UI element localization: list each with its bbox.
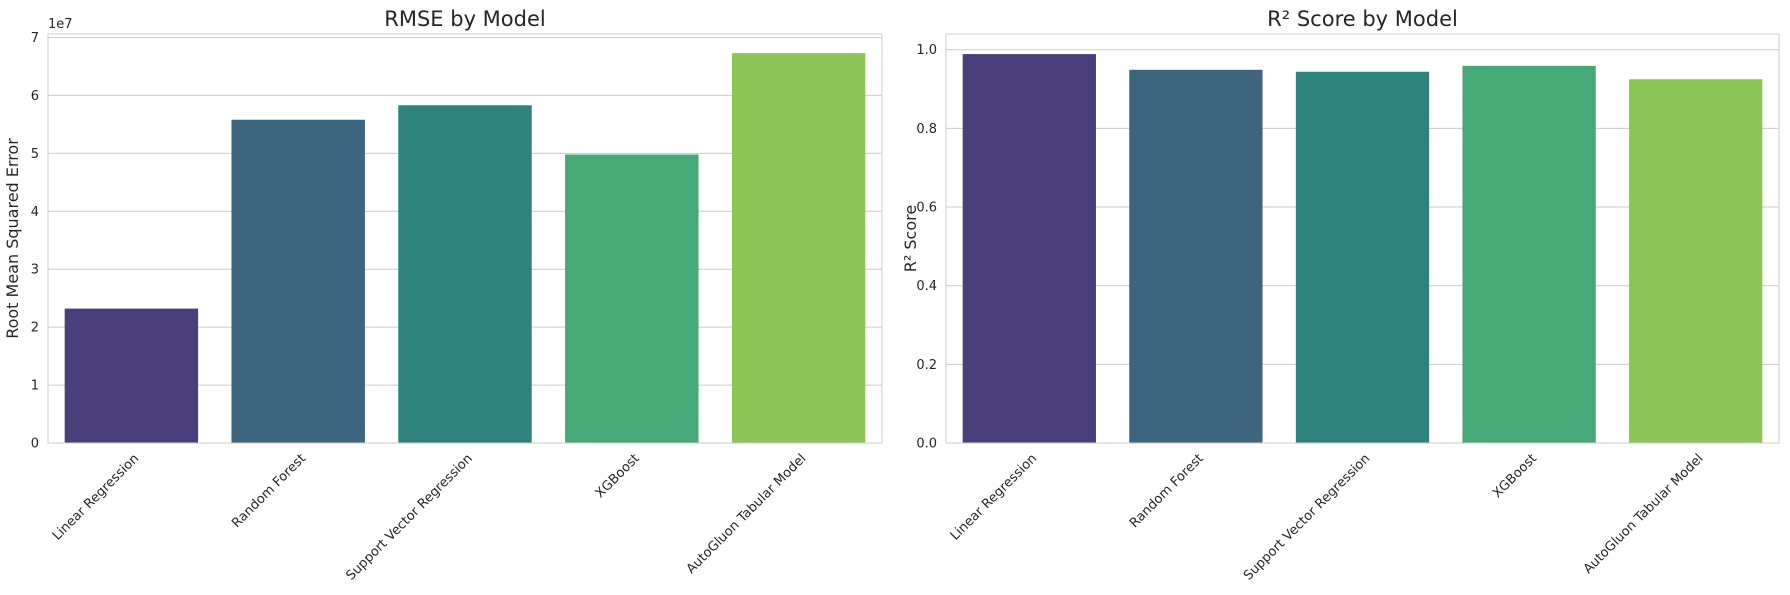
y-tick-label: 0.2 (916, 358, 937, 373)
plot-frame (945, 33, 1780, 444)
bar-1 (64, 308, 199, 443)
bar-4 (565, 154, 699, 443)
y-tick-label: 5 (31, 147, 39, 162)
y-tick-label: 1.0 (916, 43, 937, 58)
bar-2 (231, 119, 365, 443)
y-tick-label: 0.6 (916, 201, 937, 216)
chart-panel-1: 0 1 2 3 4 5 6 7 Linear Regression Random Forest Su… (3, 7, 883, 584)
bar-3 (398, 105, 532, 443)
x-tick-label: Support Vector Regression (1241, 451, 1373, 583)
y-tick-label: 0.0 (916, 437, 937, 452)
x-tick-label: Random Forest (1127, 451, 1207, 531)
y-tick-label: 4 (31, 205, 39, 220)
x-tick-label: Linear Regression (50, 451, 142, 543)
y-tick-label: 7 (31, 31, 39, 46)
y-tick-label: 0 (31, 437, 39, 452)
y-axis-label: Root Mean Squared Error (3, 138, 22, 339)
x-tick-label: XGBoost (1490, 451, 1540, 501)
y-tick-label: 0.4 (916, 279, 937, 294)
chart-title: R² Score by Model (1267, 7, 1458, 31)
bar-3 (1295, 71, 1430, 443)
y-axis-label: R² Score (901, 205, 920, 272)
y-tick-label: 2 (31, 321, 39, 336)
plot-frame (47, 33, 883, 444)
x-tick-label: AutoGluon Tabular Model (684, 451, 810, 577)
y-tick-label: 6 (31, 89, 39, 104)
bar-2 (1129, 69, 1263, 443)
x-tick-label: XGBoost (593, 451, 643, 501)
x-tick-label: Random Forest (229, 451, 309, 531)
bar-5 (731, 53, 866, 444)
x-tick-label: AutoGluon Tabular Model (1581, 451, 1707, 577)
bar-4 (1462, 65, 1596, 444)
y-tick-label: 1 (31, 379, 39, 394)
chart-title: RMSE by Model (384, 7, 545, 31)
y-tick-label: 0.8 (916, 122, 937, 137)
bar-5 (1629, 79, 1763, 444)
y-axis-offset-label: 1e7 (48, 17, 73, 32)
x-tick-label: Linear Regression (948, 451, 1040, 543)
bar-1 (962, 54, 1096, 443)
chart-panel-2: 0.0 0.2 0.4 0.6 0.8 1.0 Linear Regression Rando… (901, 7, 1780, 584)
y-tick-label: 3 (31, 263, 39, 278)
x-tick-label: Support Vector Regression (343, 451, 475, 583)
